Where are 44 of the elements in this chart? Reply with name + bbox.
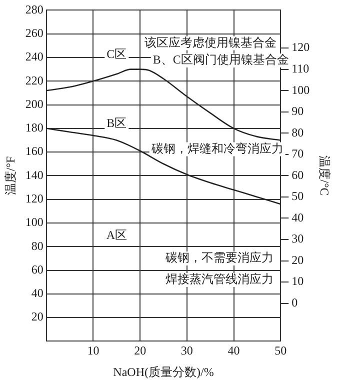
annotation: 焊接蒸汽管线消应力 <box>166 272 274 286</box>
y-axis-title: 温度/°F <box>3 156 18 196</box>
y-tick-label: 260 <box>25 26 44 40</box>
y-tick-label: 160 <box>25 144 44 158</box>
y2-tick-label: 80 <box>292 125 304 140</box>
y2-tick-label: 50 <box>292 189 304 204</box>
y2-tick-label: 10 <box>292 274 304 288</box>
annotation: B、C区阀门使用镍基合金 <box>152 52 289 67</box>
line-series <box>46 68 281 141</box>
y2-tick-label: 100 <box>292 82 310 97</box>
y-tick-label: 20 <box>31 310 44 324</box>
y2-axis-title: 温度/°C <box>318 156 332 196</box>
y2-tick-label: 110 <box>292 61 310 76</box>
y-tick-label: 60 <box>31 262 44 276</box>
y-tick-label: 180 <box>25 120 44 135</box>
y-tick-label: 140 <box>25 168 44 182</box>
y2-tick-label: 30 <box>292 232 304 246</box>
annotation: B区 <box>106 116 127 130</box>
y-tick-label: 240 <box>25 50 44 64</box>
y-tick-label: 200 <box>25 96 44 111</box>
annotation: A区 <box>106 228 127 242</box>
y2-tick-label: 60 <box>292 168 304 182</box>
x-tick-label: 10 <box>87 344 100 358</box>
annotation: C区 <box>106 47 127 62</box>
y-tick-label: 220 <box>25 73 44 88</box>
x-tick-label: 40 <box>228 344 240 358</box>
x-tick-label: 50 <box>274 344 287 358</box>
y2-tick-label: 70 <box>292 146 304 161</box>
y2-tick-label: 90 <box>292 104 304 118</box>
x-tick-label: 30 <box>180 344 193 358</box>
y2-tick-label: 0 <box>292 295 298 310</box>
annotation: 该区应考虑使用镍基合金 <box>144 35 276 50</box>
y2-tick-label: 20 <box>292 252 304 267</box>
x-tick-label: 20 <box>134 344 146 358</box>
y2-tick-label: 120 <box>292 40 310 54</box>
y-tick-label: 280 <box>25 2 44 16</box>
y-tick-label: 100 <box>25 215 44 230</box>
y-tick-label: 40 <box>31 286 44 300</box>
y2-tick-label: 40 <box>292 210 304 224</box>
y-tick-label: 120 <box>25 192 44 206</box>
x-axis-title: NaOH(质量分数)/% <box>113 364 214 379</box>
annotation: 碳钢，焊缝和冷弯消应力 <box>150 141 284 156</box>
annotation: 碳钢，不需要消应力 <box>164 250 274 265</box>
y-tick-label: 80 <box>31 238 44 253</box>
